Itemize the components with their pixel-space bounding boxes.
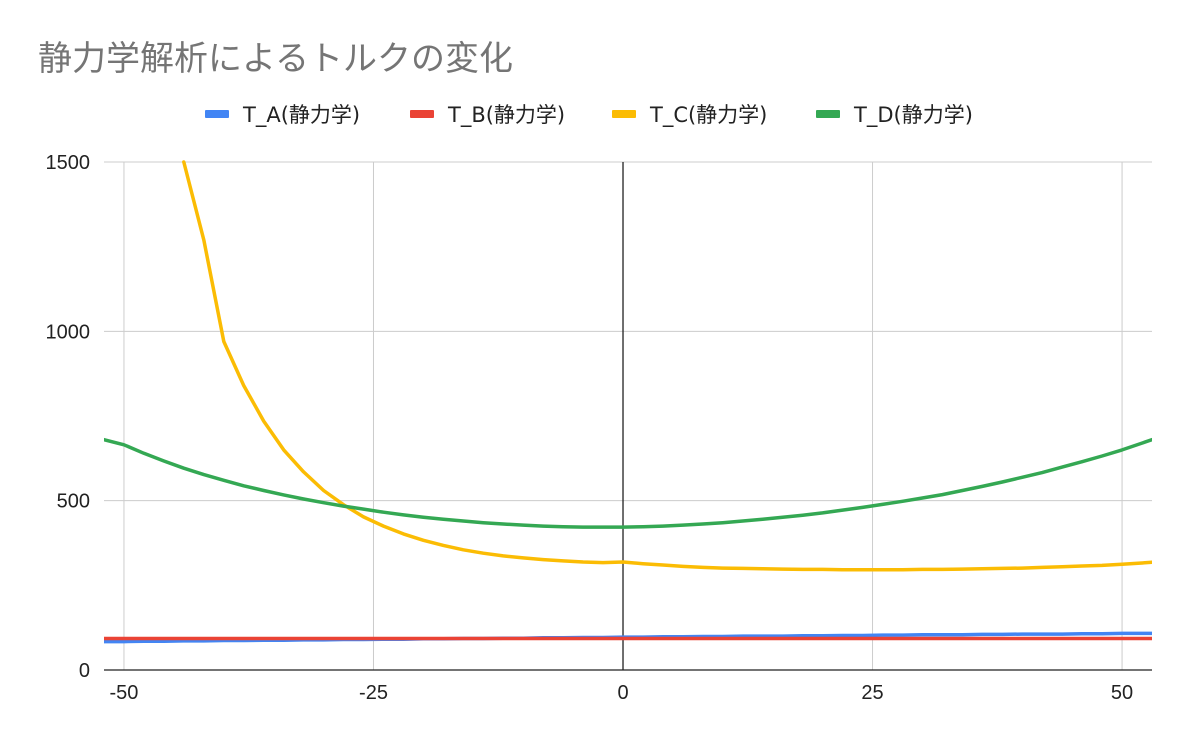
tick-labels: 0 500 1000 1500 -50 -25 0 25 50 xyxy=(46,152,1134,704)
legend-swatch xyxy=(205,110,229,118)
y-tick-label: 1000 xyxy=(46,321,91,343)
y-tick-label: 500 xyxy=(57,491,90,513)
legend-swatch xyxy=(816,110,840,118)
series-line-4 xyxy=(104,437,1152,529)
x-tick-label: 50 xyxy=(1111,682,1133,704)
legend-label: T_C(静力学) xyxy=(649,103,767,128)
legend-swatch xyxy=(410,110,434,118)
grid xyxy=(104,161,1152,670)
legend: T_A(静力学) T_B(静力学) T_C(静力学) T_D(静力学) xyxy=(205,103,973,128)
x-tick-label: -50 xyxy=(110,682,139,704)
axes xyxy=(104,162,1152,671)
chart-title: 静力学解析によるトルクの変化 xyxy=(38,39,513,79)
series-layer xyxy=(104,160,1152,644)
x-tick-label: 25 xyxy=(861,682,883,704)
y-tick-label: 0 xyxy=(79,660,90,682)
legend-label: T_B(静力学) xyxy=(447,103,565,128)
legend-label: T_A(静力学) xyxy=(242,103,360,128)
series-line-3 xyxy=(182,160,1152,572)
y-tick-label: 1500 xyxy=(46,152,91,174)
x-tick-label: 0 xyxy=(617,682,628,704)
x-tick-label: -25 xyxy=(359,682,388,704)
legend-label: T_D(静力学) xyxy=(853,103,973,128)
legend-swatch xyxy=(612,110,636,118)
